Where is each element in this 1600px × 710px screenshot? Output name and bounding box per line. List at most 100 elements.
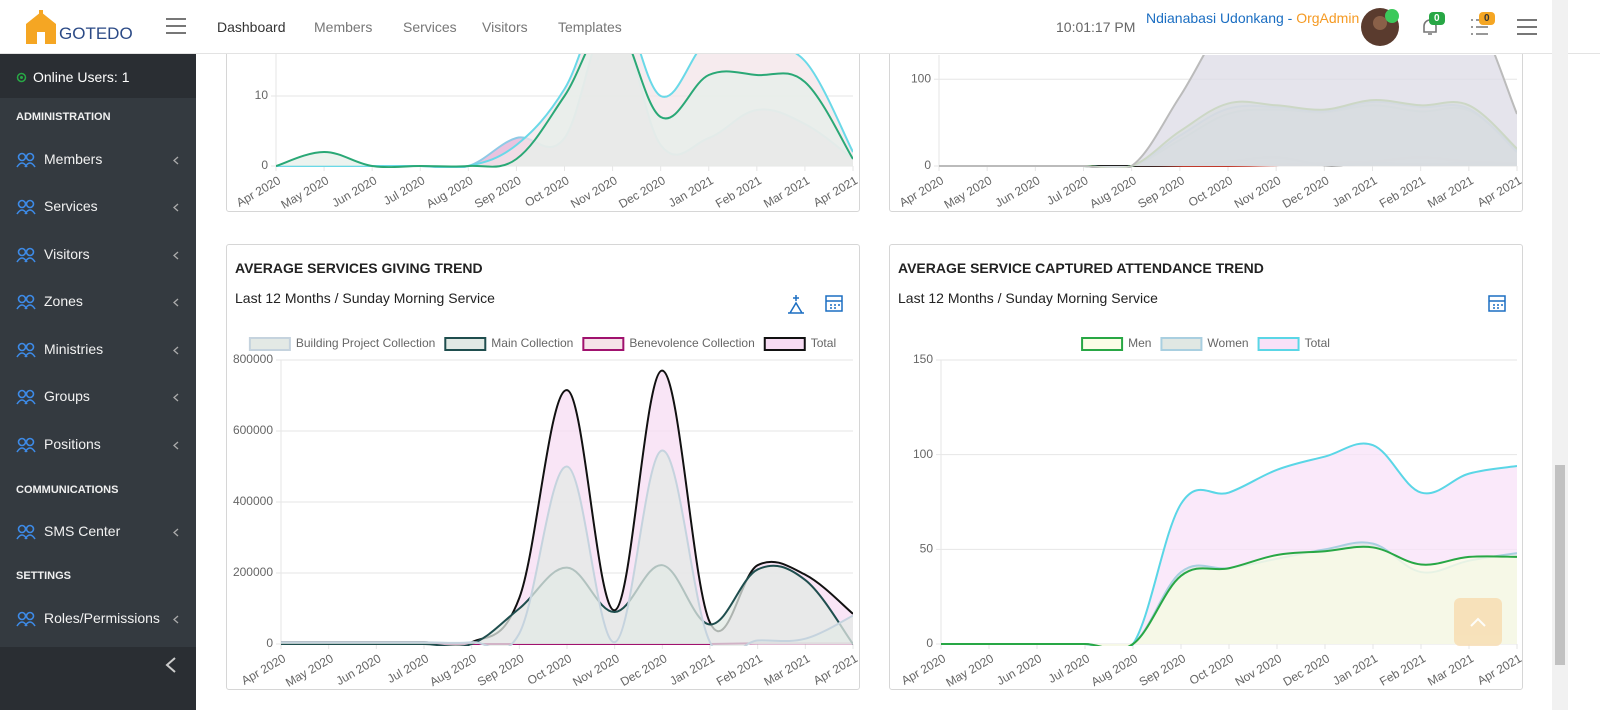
menu-item[interactable]: Positions (44, 436, 101, 452)
menu-icon (16, 294, 36, 310)
series-line (281, 449, 853, 646)
sidebar-footer (0, 647, 196, 710)
legend-label: Building Project Collection (296, 336, 435, 350)
menu-icon (16, 389, 36, 405)
x-tick-label: Nov 2020 (570, 651, 622, 689)
x-tick-label: Aug 2020 (427, 651, 479, 689)
x-tick-label: Apr 2021 (1475, 651, 1522, 688)
menu-item[interactable]: Roles/Permissions (44, 610, 160, 626)
chevron (173, 441, 179, 450)
plot (939, 55, 1517, 168)
series-line (939, 55, 1517, 168)
church-icon[interactable] (788, 295, 804, 314)
x-tick-label: Dec 2020 (616, 173, 668, 211)
calendar-icon[interactable] (825, 295, 843, 312)
menu-item[interactable]: Members (44, 151, 103, 167)
x-tick-label: Jan 2021 (1330, 173, 1380, 210)
tasks-badge: 0 (1479, 12, 1495, 25)
clock: 10:01:17 PM (1056, 19, 1136, 35)
series-area (939, 55, 1517, 168)
plot (281, 369, 853, 646)
x-tick-label: Sep 2020 (472, 173, 524, 211)
y-tick-label: 100 (911, 71, 931, 85)
menu-icon (16, 524, 36, 540)
calendar-icon[interactable] (1488, 295, 1506, 312)
x-tick-label: Apr 2020 (897, 173, 946, 210)
x-tick-label: Oct 2020 (522, 173, 571, 210)
x-tick-label: Jul 2020 (381, 173, 428, 208)
series-line (941, 545, 1517, 646)
x-tick-label: May 2020 (942, 173, 995, 211)
y-tick-label: 800000 (233, 352, 273, 366)
legend-label: Men (1128, 336, 1151, 350)
x-tick-label: Aug 2020 (1087, 173, 1139, 211)
y-tick-label: 150 (913, 352, 933, 366)
x-tick-label: Jun 2020 (994, 651, 1044, 688)
menu-item[interactable]: SMS Center (44, 523, 121, 539)
x-tick-label: Apr 2020 (234, 173, 283, 210)
legend-label: Benevolence Collection (629, 336, 754, 350)
chevron (173, 156, 179, 165)
nav-link[interactable]: Templates (558, 19, 622, 35)
collapse-button[interactable] (164, 657, 178, 673)
chevron (173, 346, 179, 355)
chevron (173, 298, 179, 307)
menu-item[interactable]: Visitors (44, 246, 90, 262)
series-area (281, 450, 853, 646)
legend: Building Project Collection Main Collecti… (248, 336, 836, 351)
scrollbar[interactable] (1552, 0, 1568, 710)
y-tick-label: 10 (255, 88, 269, 102)
plot (941, 442, 1517, 646)
chevron (173, 528, 179, 537)
notification-badge: 0 (1429, 12, 1445, 25)
x-tick-label: Apr 2020 (899, 651, 948, 688)
chart: AVERAGE SERVICES GIVING TREND Last 12 Mo… (233, 260, 860, 690)
logo-icon (26, 10, 56, 44)
series-line (276, 54, 853, 168)
menu-item[interactable]: Groups (44, 388, 90, 404)
menu-item[interactable]: Zones (44, 293, 83, 309)
legend: Men Women Total (1081, 336, 1330, 351)
user-role[interactable]: OrgAdmin (1296, 10, 1360, 26)
user-info[interactable]: Ndianabasi Udonkang - OrgAdmin (1146, 10, 1359, 26)
x-tick-label: Jun 2020 (334, 651, 384, 688)
scrollbar-thumb[interactable] (1555, 465, 1565, 665)
y-tick-label: 100 (913, 447, 933, 461)
x-tick-label: Mar 2021 (762, 651, 813, 689)
menu-item[interactable]: Ministries (44, 341, 104, 357)
y-tick-label: 0 (924, 158, 931, 172)
plot (276, 54, 853, 168)
x-tick-label: Mar 2021 (761, 173, 812, 211)
x-tick-label: May 2020 (943, 651, 996, 689)
logo-text: GOTEDO (59, 24, 133, 43)
user-name[interactable]: Ndianabasi Udonkang - (1146, 10, 1297, 26)
chevron (173, 393, 179, 402)
menu-toggle[interactable] (166, 18, 186, 34)
nav-link[interactable]: Visitors (482, 19, 528, 35)
y-tick-label: 0 (926, 636, 933, 650)
y-tick-label: 50 (920, 542, 934, 556)
chart-card: AVERAGE SERVICE CAPTURED ATTENDANCE TREN… (889, 244, 1524, 690)
x-tick-label: May 2020 (283, 651, 336, 689)
top-bar: GOTEDO Dashboard Members Services Visito… (0, 0, 1600, 54)
series-area (276, 54, 853, 168)
x-tick-label: Jan 2021 (666, 173, 716, 210)
y-tick-label: 200000 (233, 565, 273, 579)
avatar[interactable] (1360, 7, 1400, 47)
x-tick-label: Feb 2021 (1377, 651, 1428, 689)
nav-link[interactable]: Services (403, 19, 457, 35)
chart: AVERAGE SERVICE CAPTURED ATTENDANCE TREN… (898, 260, 1524, 690)
legend-swatch (444, 337, 487, 351)
menu-item[interactable]: Services (44, 198, 98, 214)
scroll-top-button[interactable] (1454, 598, 1502, 646)
nav-link[interactable]: Members (314, 19, 373, 35)
chart-title: AVERAGE SERVICE CAPTURED ATTENDANCE TREN… (898, 260, 1264, 276)
y-tick-label: 0 (266, 636, 273, 650)
menu-heading: SETTINGS (16, 570, 72, 582)
legend-label: Main Collection (491, 336, 573, 350)
menu-icon (16, 437, 36, 453)
legend-swatch (582, 337, 625, 351)
nav-link[interactable]: Dashboard (217, 19, 286, 35)
options-menu[interactable] (1517, 19, 1537, 35)
